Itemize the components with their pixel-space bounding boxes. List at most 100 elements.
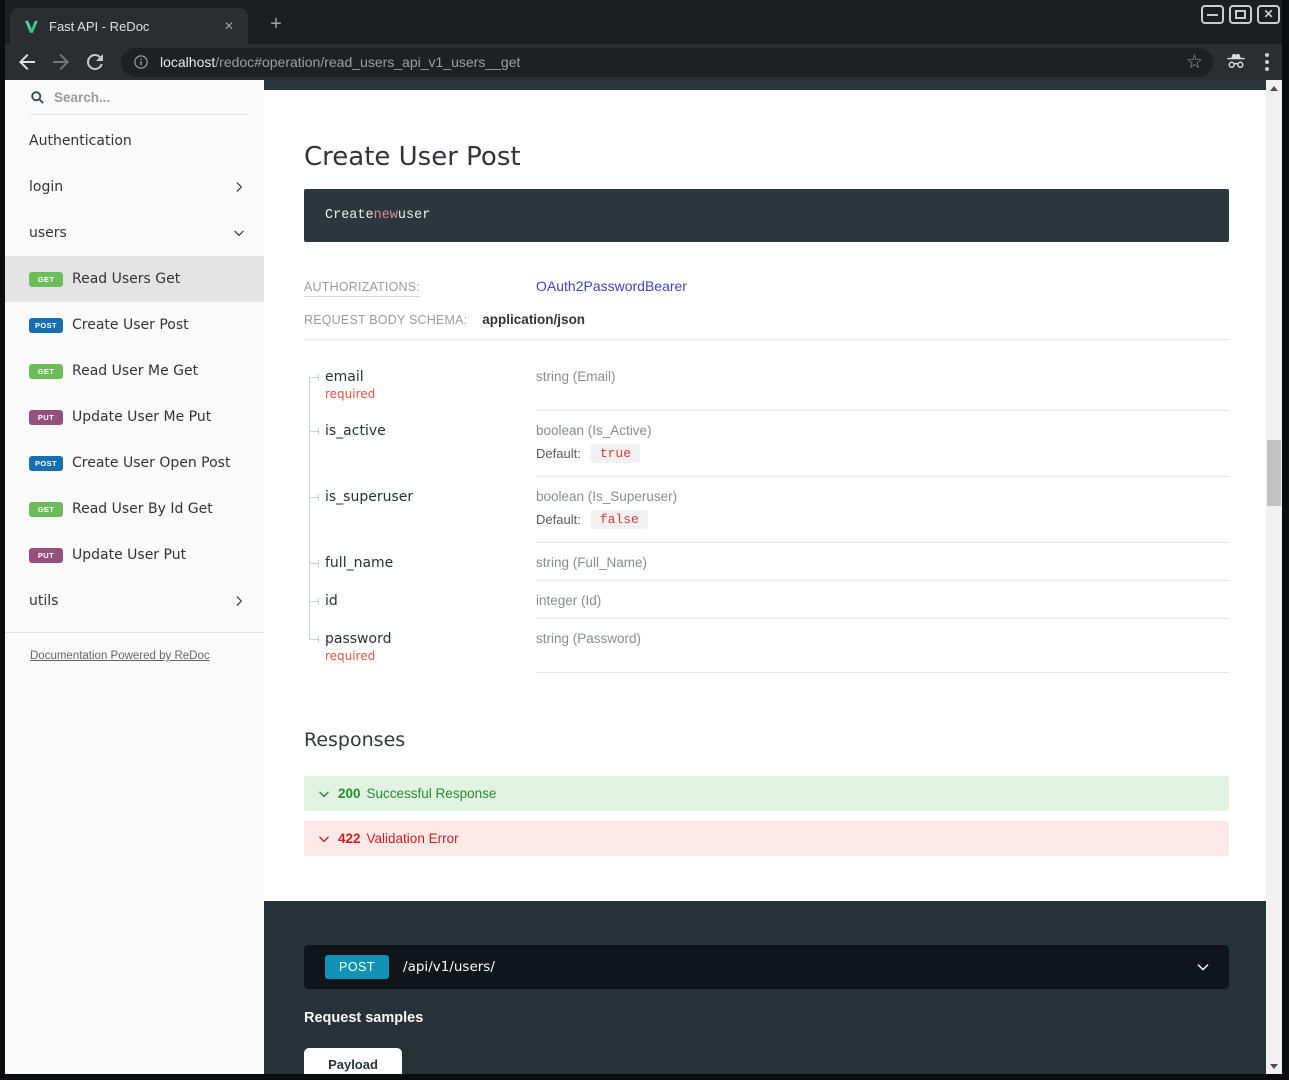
sidebar-item-utils[interactable]: utils: [5, 578, 264, 624]
request-body-schema-row: REQUEST BODY SCHEMA: application/json: [304, 312, 1229, 327]
default-value-pill: true: [590, 444, 641, 463]
site-info-icon[interactable]: [133, 54, 149, 70]
schema-table: email required string (Email) is_active …: [304, 357, 1229, 673]
field-type: string (Email): [536, 369, 616, 384]
minimize-button[interactable]: [1201, 5, 1224, 24]
chevron-right-icon: [236, 182, 242, 192]
forward-icon[interactable]: [49, 50, 73, 74]
sidebar-item-update-user-put[interactable]: PUT Update User Put: [5, 532, 264, 578]
default-value-pill: false: [590, 510, 648, 529]
response-label: Validation Error: [366, 831, 459, 846]
responses-title: Responses: [304, 729, 406, 751]
sidebar-menu: Authentication login users GET Read User…: [5, 118, 264, 624]
field-type: boolean (Is_Superuser): [536, 489, 678, 504]
authorizations-row: AUTHORIZATIONS: OAuth2PasswordBearer: [304, 278, 1229, 297]
incognito-icon: [1227, 53, 1245, 68]
url-bar[interactable]: localhost/redoc#operation/read_users_api…: [121, 47, 1213, 77]
browser-menu-icon[interactable]: [1265, 53, 1269, 71]
schema-row-is-active: is_active boolean (Is_Active) Default: t…: [304, 411, 1229, 477]
back-icon[interactable]: [15, 50, 39, 74]
search-input[interactable]: [54, 90, 214, 105]
description-code-block: Create new user: [304, 189, 1229, 242]
new-tab-button[interactable]: +: [270, 13, 282, 35]
sidebar-item-create-user-post[interactable]: POST Create User Post: [5, 302, 264, 348]
browser-toolbar: localhost/redoc#operation/read_users_api…: [5, 44, 1282, 80]
authorizations-label: AUTHORIZATIONS:: [304, 280, 536, 297]
tab-close-icon[interactable]: ✕: [223, 19, 235, 33]
search-icon: [31, 91, 44, 104]
field-type: integer (Id): [536, 593, 602, 608]
sidebar: Authentication login users GET Read User…: [5, 80, 264, 1074]
request-body-schema-label: REQUEST BODY SCHEMA:: [304, 313, 468, 327]
chevron-down-icon: [319, 836, 329, 842]
field-default: Default: false: [536, 510, 1229, 529]
favicon-icon: [25, 20, 38, 33]
request-samples-section: POST /api/v1/users/ Request samples Payl…: [264, 901, 1266, 1074]
browser-tab[interactable]: Fast API - ReDoc ✕: [10, 8, 248, 44]
chevron-down-icon: [1197, 964, 1209, 971]
url-path: /redoc#operation/read_users_api_v1_users…: [215, 54, 521, 70]
reload-icon[interactable]: [83, 50, 107, 74]
request-body-schema-value: application/json: [482, 312, 586, 327]
sidebar-item-read-user-by-id-get[interactable]: GET Read User By Id Get: [5, 486, 264, 532]
request-samples-title: Request samples: [304, 1010, 424, 1026]
method-badge-get: GET: [29, 501, 63, 517]
endpoint-path: /api/v1/users/: [403, 959, 495, 975]
schema-row-password: password required string (Password): [304, 619, 1229, 673]
method-badge-post: POST: [29, 455, 63, 471]
method-badge-post: POST: [29, 317, 63, 333]
field-name: is_active: [325, 423, 386, 439]
field-type: string (Full_Name): [536, 555, 648, 570]
required-flag: required: [325, 649, 376, 663]
scroll-up-arrow[interactable]: [1266, 80, 1282, 96]
field-name: password: [325, 631, 392, 647]
required-flag: required: [325, 387, 376, 401]
field-default: Default: true: [536, 444, 1229, 463]
method-badge-put: PUT: [29, 547, 63, 563]
response-422-panel[interactable]: 422 Validation Error: [304, 821, 1229, 856]
redoc-link[interactable]: Documentation Powered by ReDoc: [30, 650, 210, 662]
scroll-down-arrow[interactable]: [1266, 1058, 1282, 1074]
chevron-down-icon: [234, 230, 244, 236]
sidebar-item-authentication[interactable]: Authentication: [29, 133, 132, 149]
main-content: Create User Post Create new user AUTHORI…: [264, 80, 1266, 1074]
schema-row-email: email required string (Email): [304, 357, 1229, 411]
bookmark-star-icon[interactable]: ☆: [1185, 51, 1203, 73]
chevron-right-icon: [236, 596, 242, 606]
search-container: [5, 80, 264, 118]
schema-row-id: id integer (Id): [304, 581, 1229, 619]
field-type: string (Password): [536, 631, 642, 646]
field-name: email: [325, 369, 364, 385]
endpoint-dropdown[interactable]: POST /api/v1/users/: [304, 945, 1229, 989]
response-code: 200: [338, 786, 361, 801]
url-host: localhost: [160, 54, 216, 70]
page-title: Create User Post: [304, 142, 521, 172]
endpoint-method-badge: POST: [325, 955, 390, 979]
method-badge-get: GET: [29, 363, 63, 379]
sidebar-item-update-user-me-put[interactable]: PUT Update User Me Put: [5, 394, 264, 440]
code-keyword: new: [373, 208, 398, 223]
scrollbar-thumb[interactable]: [1267, 440, 1281, 506]
chevron-down-icon: [319, 791, 329, 797]
response-200-panel[interactable]: 200 Successful Response: [304, 776, 1229, 811]
sidebar-item-create-user-open-post[interactable]: POST Create User Open Post: [5, 440, 264, 486]
authorizations-link[interactable]: OAuth2PasswordBearer: [536, 278, 687, 294]
window-controls: ✕: [1201, 5, 1280, 24]
payload-tab[interactable]: Payload: [304, 1048, 402, 1074]
schema-row-full-name: full_name string (Full_Name): [304, 543, 1229, 581]
tab-title: Fast API - ReDoc: [49, 18, 150, 34]
sidebar-item-login[interactable]: login: [5, 164, 264, 210]
method-badge-get: GET: [29, 271, 63, 287]
url-text[interactable]: localhost/redoc#operation/read_users_api…: [160, 54, 1186, 70]
response-code: 422: [338, 831, 361, 846]
scrollbar[interactable]: [1266, 80, 1282, 1074]
maximize-button[interactable]: [1229, 5, 1252, 24]
sidebar-item-read-users-get[interactable]: GET Read Users Get: [5, 256, 264, 302]
sidebar-item-users[interactable]: users: [5, 210, 264, 256]
page-body: Authentication login users GET Read User…: [5, 80, 1282, 1074]
close-button[interactable]: ✕: [1257, 5, 1280, 24]
response-label: Successful Response: [366, 786, 497, 801]
previous-section-edge: [264, 80, 1266, 90]
sidebar-item-read-user-me-get[interactable]: GET Read User Me Get: [5, 348, 264, 394]
